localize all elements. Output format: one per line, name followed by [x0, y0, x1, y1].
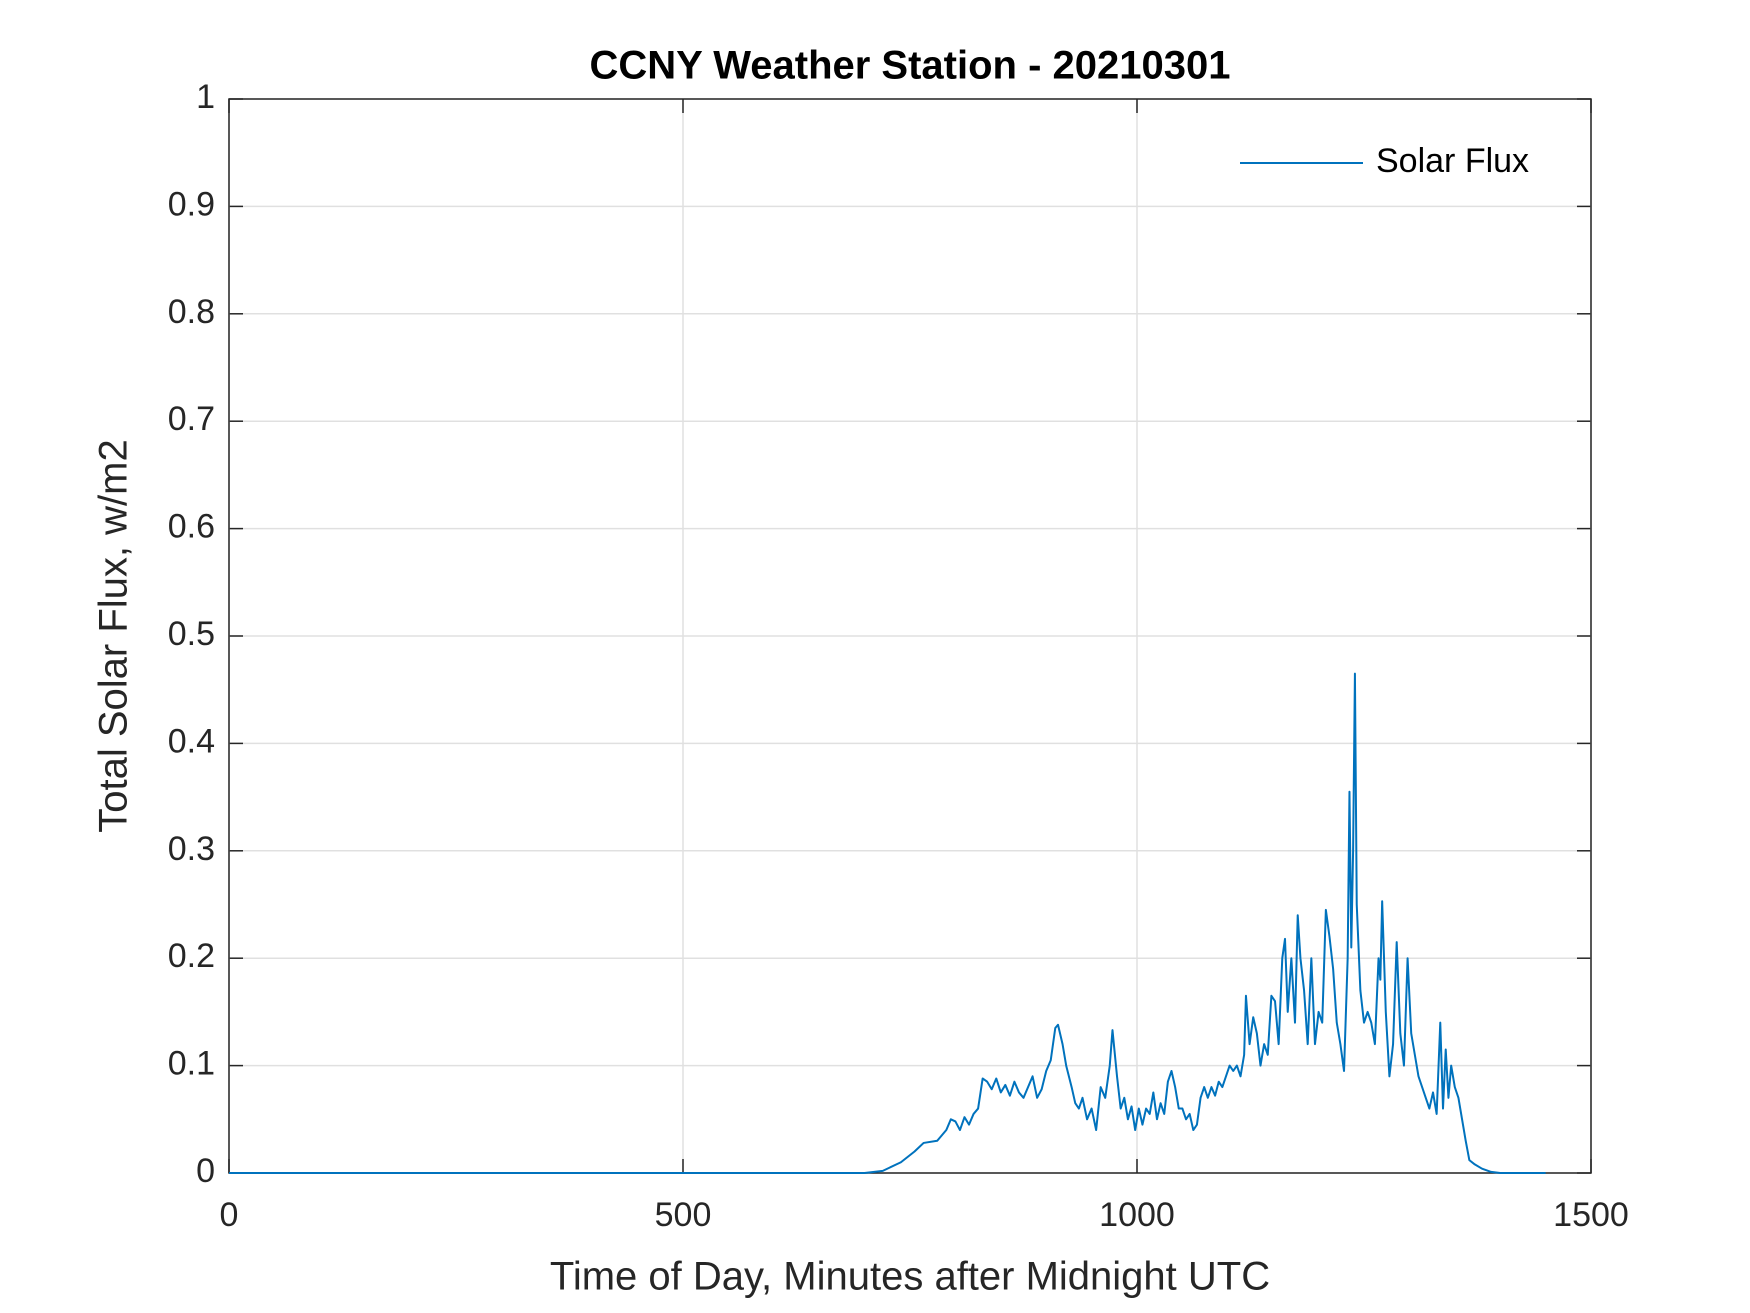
y-tick-label: 1: [196, 78, 215, 116]
x-axis-label: Time of Day, Minutes after Midnight UTC: [550, 1255, 1270, 1299]
x-tick-label: 1000: [1099, 1196, 1175, 1234]
y-tick-label: 0.1: [168, 1045, 215, 1083]
chart-title: CCNY Weather Station - 20210301: [590, 44, 1231, 88]
y-tick-label: 0.2: [168, 937, 215, 975]
y-tick-label: 0.7: [168, 400, 215, 438]
y-axis-label: Total Solar Flux, w/m2: [92, 439, 136, 832]
x-tick-label: 0: [220, 1196, 239, 1234]
x-tick-label: 1500: [1553, 1196, 1629, 1234]
y-tick-label: 0.8: [168, 293, 215, 331]
legend-label: Solar Flux: [1376, 142, 1529, 180]
y-tick-label: 0.5: [168, 615, 215, 653]
y-tick-label: 0: [196, 1152, 215, 1190]
x-tick-label: 500: [655, 1196, 712, 1234]
y-tick-label: 0.3: [168, 830, 215, 868]
data-line: [229, 672, 1546, 1174]
y-tick-label: 0.4: [168, 722, 215, 760]
y-tick-label: 0.9: [168, 185, 215, 223]
axes-box: [228, 98, 1592, 1174]
y-tick-label: 0.6: [168, 508, 215, 546]
